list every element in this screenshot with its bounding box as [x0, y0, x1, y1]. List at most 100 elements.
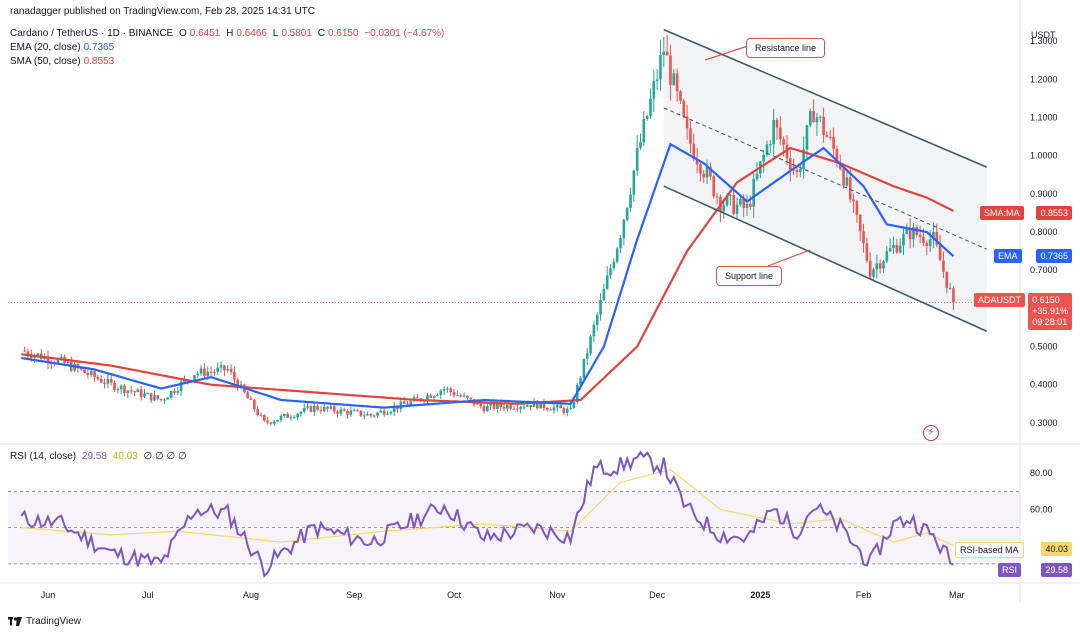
candle-body	[615, 248, 619, 262]
sma-legend[interactable]: SMA (50, close) 0.8553	[10, 56, 115, 67]
candle-body	[942, 260, 945, 272]
candle-body	[619, 238, 622, 249]
candle-body	[672, 73, 676, 86]
candle-body	[725, 195, 729, 206]
candle-body	[645, 115, 649, 119]
candle-body	[519, 406, 522, 410]
tradingview-logo[interactable]: TradingView	[8, 616, 81, 627]
candle-body	[276, 420, 279, 422]
candle-body	[469, 397, 473, 400]
candle-body	[462, 395, 466, 397]
candle-body	[296, 413, 299, 418]
candle-body	[855, 201, 859, 215]
candle-body	[396, 406, 399, 410]
candle-body	[952, 288, 955, 303]
candle-body	[639, 142, 642, 148]
candle-body	[532, 400, 536, 408]
time-tick-label: Dec	[649, 590, 666, 600]
candle-body	[888, 248, 892, 252]
candle-body	[446, 388, 449, 390]
time-tick-label: Jun	[41, 590, 56, 600]
candle-body	[522, 406, 526, 408]
candle-body	[219, 365, 223, 368]
candle-body	[689, 128, 692, 144]
candle-body	[815, 117, 819, 123]
candle-body	[322, 406, 326, 412]
candle-body	[722, 205, 726, 212]
candle-body	[389, 411, 393, 414]
candle-body	[642, 118, 646, 143]
candle-body	[712, 176, 716, 197]
candle-body	[196, 373, 200, 376]
candle-body	[818, 116, 822, 118]
candle-body	[652, 81, 656, 99]
candle-body	[902, 233, 905, 246]
candle-body	[682, 100, 686, 117]
candle-body	[372, 415, 376, 417]
candle-body	[56, 359, 60, 364]
candle-body	[842, 168, 845, 186]
time-tick-label: Oct	[447, 590, 462, 600]
candle-body	[136, 389, 140, 393]
candle-body	[602, 288, 606, 301]
candle-body	[509, 405, 512, 409]
candle-body	[302, 407, 306, 412]
candle-body	[852, 199, 855, 202]
candle-body	[835, 148, 839, 163]
price-tag-change: +35.91%	[1032, 306, 1068, 316]
candle-body	[346, 410, 349, 415]
candle-body	[865, 243, 869, 261]
candle-body	[745, 203, 749, 208]
lightning-icon[interactable]: ⚡	[923, 425, 939, 441]
price-tag-countdown: 09:28:01	[1032, 317, 1068, 327]
sma-tag-label: SMA:MA	[980, 206, 1024, 220]
candle-body	[23, 350, 26, 352]
price-tick-label: 0.8000	[1030, 227, 1058, 237]
candle-body	[246, 392, 249, 399]
candle-body	[409, 401, 413, 405]
candle-body	[762, 154, 765, 162]
candle-body	[329, 406, 333, 409]
candle-body	[429, 395, 433, 398]
candle-body	[775, 119, 779, 128]
candle-body	[352, 410, 356, 412]
sma50-line	[21, 146, 954, 405]
candle-body	[739, 198, 742, 205]
candle-body	[526, 405, 529, 407]
candle-body	[732, 194, 736, 214]
price-tag-label: ADAUSDT	[974, 293, 1026, 307]
candle-body	[143, 393, 146, 397]
candle-body	[595, 314, 599, 325]
candle-body	[512, 408, 516, 410]
candle-body	[892, 245, 895, 249]
candle-body	[685, 116, 689, 129]
candle-body	[306, 406, 309, 408]
candle-body	[516, 408, 519, 410]
ema-legend[interactable]: EMA (20, close) 0.7365	[10, 42, 115, 53]
candle-body	[402, 401, 406, 404]
symbol-title[interactable]: Cardano / TetherUS · 1D · BINANCE	[10, 28, 174, 39]
candle-body	[96, 377, 100, 380]
price-tick-label: 1.0000	[1030, 151, 1058, 161]
candle-body	[882, 261, 885, 269]
candle-body	[193, 375, 196, 380]
publish-info: ranadagger published on TradingView.com,…	[10, 6, 316, 17]
candle-body	[932, 231, 935, 239]
candle-body	[765, 144, 769, 155]
rsi-ma-tag-value: 40.03	[1041, 542, 1072, 556]
candle-body	[116, 389, 120, 391]
candle-body	[832, 136, 835, 149]
candle-body	[742, 198, 745, 208]
candle-body	[878, 263, 882, 269]
candle-body	[496, 403, 499, 409]
candle-body	[895, 245, 899, 253]
candle-body	[442, 388, 446, 391]
candle-body	[482, 406, 486, 412]
candle-body	[825, 135, 829, 137]
candle-body	[808, 110, 812, 126]
candle-body	[812, 110, 815, 123]
rsi-legend[interactable]: RSI (14, close) 29.58 40.03 ∅ ∅ ∅ ∅	[10, 451, 187, 462]
candle-body	[163, 399, 166, 401]
candle-body	[898, 245, 902, 253]
